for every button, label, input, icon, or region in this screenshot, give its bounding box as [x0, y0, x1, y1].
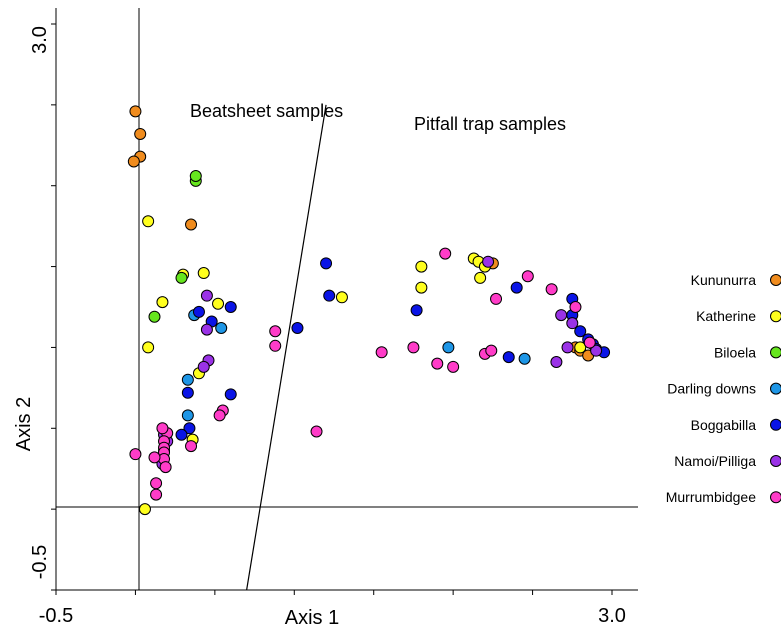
point-katherine-12 [415, 260, 428, 273]
annotation-beatsheet: Beatsheet samples [190, 101, 343, 121]
point-kununurra-4 [185, 218, 198, 231]
tick-marks [51, 23, 613, 595]
point-murrumbidgee-2 [310, 425, 323, 438]
point-namoi-pilliga-10 [555, 309, 568, 322]
point-murrumbidgee-16 [150, 488, 163, 501]
point-namoi-pilliga-12 [550, 355, 563, 368]
point-namoi-pilliga-13 [590, 344, 603, 357]
point-katherine-8 [335, 291, 348, 304]
x-axis-title: Axis 1 [285, 607, 339, 629]
point-murrumbidgee-13 [129, 448, 142, 461]
y-tick-label-min: -0.5 [29, 545, 51, 579]
point-boggabilla-9 [323, 289, 336, 302]
point-biloela-2 [175, 271, 188, 284]
point-boggabilla-11 [510, 281, 523, 294]
legend-marker-katherine [770, 310, 781, 323]
data-points [127, 105, 611, 516]
legend: Kununurra Katherine Biloela Darling downs Bo… [666, 272, 781, 505]
point-boggabilla-14 [574, 325, 587, 338]
point-murrumbidgee-25 [431, 357, 444, 370]
point-murrumbidgee-4 [213, 409, 226, 422]
point-murrumbidgee-22 [583, 336, 596, 349]
point-murrumbidgee-26 [447, 360, 460, 373]
point-murrumbidgee-5 [185, 440, 198, 453]
point-murrumbidgee-14 [148, 451, 161, 464]
legend-label-boggabilla: Boggabilla [691, 417, 757, 433]
y-tick-label-max: 3.0 [29, 26, 51, 54]
legend-marker-kununurra [770, 274, 781, 286]
point-murrumbidgee-15 [150, 477, 163, 490]
point-boggabilla-7 [291, 322, 304, 335]
point-katherine-16 [138, 503, 151, 516]
point-boggabilla-5 [183, 422, 196, 435]
point-murrumbidgee-1 [269, 339, 282, 352]
point-katherine-4 [142, 341, 155, 354]
legend-marker-boggabilla [770, 418, 781, 431]
point-murrumbidgee-21 [569, 301, 582, 313]
legend-label-kununurra: Kununurra [691, 272, 757, 288]
point-darling-downs-3 [181, 409, 194, 422]
legend-label-murrumbidgee: Murrumbidgee [666, 489, 756, 505]
point-boggabilla-3 [224, 388, 237, 401]
point-boggabilla-0 [192, 305, 205, 318]
point-darling-downs-4 [442, 341, 455, 354]
point-murrumbidgee-28 [485, 344, 498, 357]
legend-marker-darling-downs [770, 382, 781, 395]
point-katherine-3 [156, 296, 169, 309]
point-kununurra-3 [127, 155, 140, 168]
point-namoi-pilliga-3 [197, 360, 210, 373]
legend-label-katherine: Katherine [696, 308, 756, 324]
point-darling-downs-5 [518, 352, 531, 365]
point-kununurra-1 [134, 127, 147, 140]
annotation-pitfall: Pitfall trap samples [414, 114, 566, 134]
point-katherine-15 [574, 341, 587, 354]
point-murrumbidgee-7 [156, 422, 169, 435]
x-tick-label-min: -0.5 [39, 605, 73, 627]
point-murrumbidgee-20 [490, 292, 503, 305]
divider-line [246, 104, 327, 591]
point-murrumbidgee-17 [439, 247, 452, 260]
point-murrumbidgee-19 [545, 283, 558, 296]
point-darling-downs-2 [181, 373, 194, 386]
point-boggabilla-4 [181, 386, 194, 399]
point-namoi-pilliga-9 [561, 341, 574, 354]
legend-marker-namoi-pilliga [770, 455, 781, 467]
point-murrumbidgee-24 [407, 341, 420, 354]
point-namoi-pilliga-11 [566, 317, 579, 330]
legend-label-biloela: Biloela [714, 344, 756, 360]
point-darling-downs-1 [215, 322, 228, 335]
y-axis-title: Axis 2 [13, 397, 35, 451]
point-namoi-pilliga-0 [200, 289, 213, 302]
point-biloela-1 [189, 170, 202, 183]
point-boggabilla-10 [410, 304, 423, 317]
legend-label-darling-downs: Darling downs [667, 381, 756, 397]
point-murrumbidgee-18 [521, 270, 534, 283]
legend-marker-biloela [770, 346, 781, 359]
point-namoi-pilliga-8 [482, 255, 495, 268]
point-boggabilla-8 [320, 257, 333, 270]
point-namoi-pilliga-1 [200, 323, 213, 336]
point-murrumbidgee-12 [159, 461, 172, 474]
point-boggabilla-6 [175, 428, 188, 441]
legend-label-namoi-pilliga: Namoi/Pilliga [674, 453, 756, 469]
point-boggabilla-2 [224, 301, 237, 313]
point-katherine-14 [415, 281, 428, 294]
point-kununurra-0 [129, 105, 142, 118]
legend-marker-murrumbidgee [770, 491, 781, 504]
point-boggabilla-19 [502, 351, 515, 364]
point-katherine-2 [197, 267, 210, 280]
x-tick-label-max: 3.0 [598, 605, 626, 627]
point-biloela-3 [148, 310, 161, 323]
point-murrumbidgee-0 [269, 325, 282, 338]
point-katherine-5 [212, 297, 225, 310]
point-murrumbidgee-23 [375, 346, 388, 359]
point-katherine-0 [142, 215, 155, 228]
point-katherine-13 [474, 271, 487, 284]
